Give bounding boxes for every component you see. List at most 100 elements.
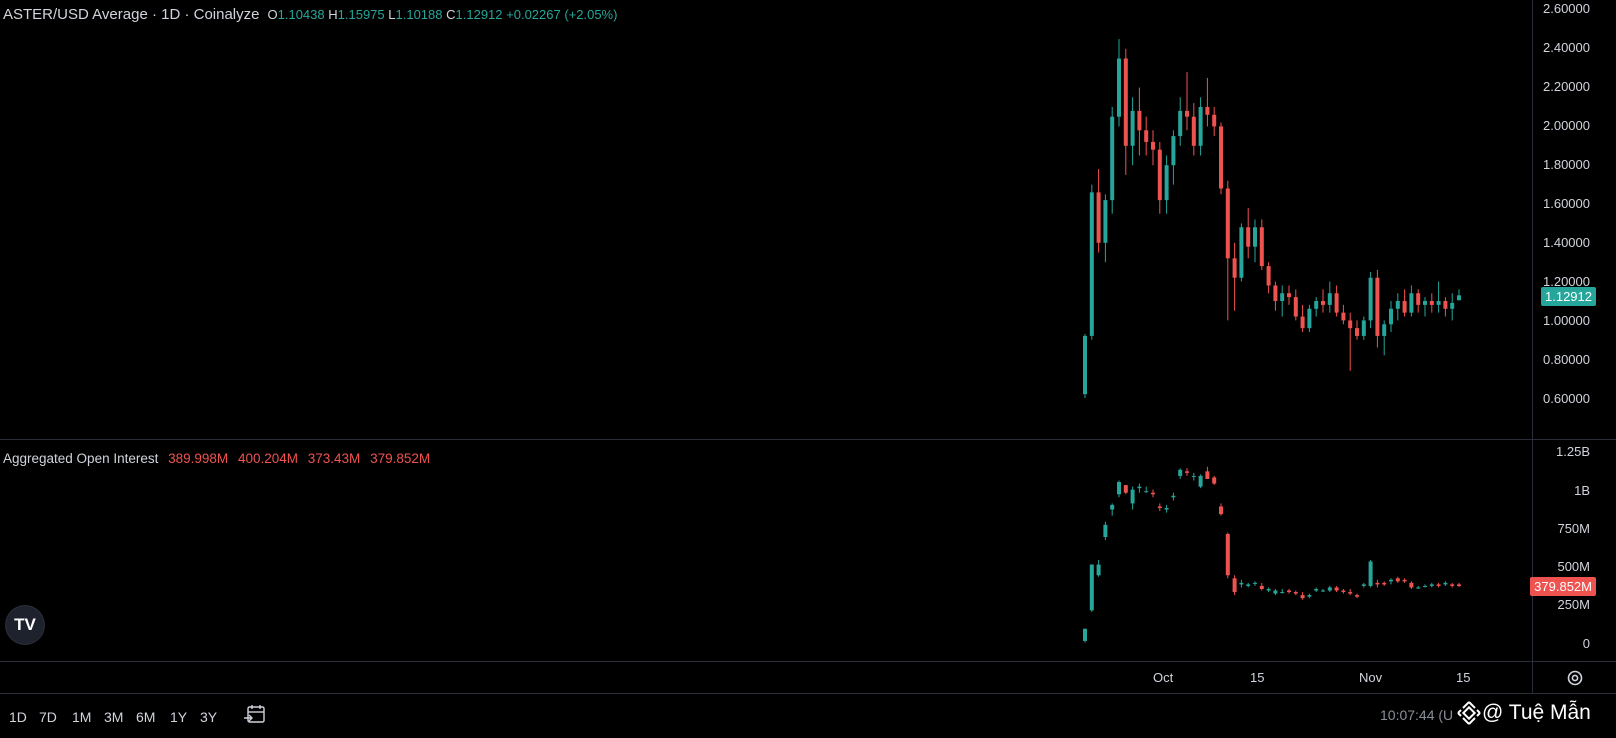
oi-axis-label: 750M [1557,521,1590,536]
price-candle-body [1144,130,1149,142]
oi-candle-body [1382,582,1387,585]
price-candle-body [1266,266,1271,286]
close-label: C [446,7,456,22]
price-candle-body [1123,58,1128,146]
price-axis-label: 1.60000 [1543,196,1590,211]
price-candle-body [1348,320,1353,329]
oi-candle-body [1130,489,1135,504]
oi-candle-body [1171,495,1176,498]
price-candle-body [1157,149,1162,201]
price-candle-body [1185,110,1189,117]
oi-candle-body [1321,590,1325,592]
low-label: L [388,7,396,22]
oi-candle-body [1219,506,1223,515]
tradingview-logo-icon[interactable]: TV [6,606,44,644]
timeframe-3y-button[interactable]: 3Y [200,709,218,725]
oi-candle-body [1423,585,1427,587]
price-candle-body [1178,110,1183,137]
oi-candle-body [1443,582,1448,585]
oi-candle-body [1185,471,1189,473]
price-candle-body [1273,285,1278,301]
oi-candle-body [1280,592,1285,594]
oi-candle-body [1395,578,1400,582]
price-candle-body [1246,227,1251,247]
price-candle-body [1198,107,1203,146]
timeframe-1y-button[interactable]: 1Y [170,709,188,725]
timeframe-6m-button[interactable]: 6M [136,709,156,725]
oi-candle-body [1273,590,1278,594]
oi-candle-body [1157,506,1162,509]
oi-title[interactable]: Aggregated Open Interest [3,451,159,466]
price-candle-body [1334,293,1339,313]
price-candle-body [1287,293,1291,298]
timeframe-3m-button[interactable]: 3M [104,709,124,725]
price-candle-body [1429,301,1434,305]
price-candle-body [1361,320,1366,336]
watermark: @ Tuệ Mẫn [1456,700,1591,726]
price-candle-body [1191,116,1196,146]
oi-close-value: 379.852M [370,451,431,466]
price-candle-body [1225,188,1230,259]
oi-axis-label: 1B [1574,483,1590,498]
oi-candle-body [1389,579,1393,582]
price-candle-body [1314,301,1319,309]
price-candle-body [1409,293,1414,313]
price-candle-body [1253,227,1257,247]
oi-axis-label: 1.25B [1556,444,1590,459]
price-axis-label: 1.80000 [1543,157,1590,172]
timeframe-1m-button[interactable]: 1M [72,709,92,725]
last-price-tag: 1.12912 [1541,287,1596,306]
high-value: 1.15975 [337,7,385,22]
price-candle-body [1389,308,1393,325]
price-candles-group [1083,39,1461,398]
price-candle-body [1368,277,1373,321]
oi-candle-body [1429,584,1434,586]
oi-candle-body [1293,592,1298,594]
oi-legend: Aggregated Open Interest 389.998M 400.20… [3,451,430,466]
oi-candle-body [1314,588,1319,591]
price-candle-body [1436,301,1441,305]
time-axis-label: Oct [1153,670,1174,685]
close-value: 1.12912 [455,7,503,22]
price-candle-body [1307,308,1312,329]
oi-candle-body [1416,587,1421,589]
oi-candle-body [1259,585,1264,589]
oi-candle-body [1137,486,1142,489]
price-candle-body [1232,258,1237,278]
time-axis-label: 15 [1456,670,1471,685]
price-axis-label: 2.60000 [1543,1,1590,16]
open-label: O [267,7,278,22]
oi-candle-body [1341,590,1346,593]
oi-candle-body [1144,491,1149,493]
oi-candle-body [1300,595,1305,599]
price-candle-body [1382,324,1387,336]
oi-low-value: 373.43M [307,451,361,466]
oi-candle-body [1205,471,1210,479]
price-candle-body [1137,110,1142,131]
oi-candle-body [1402,579,1407,582]
symbol-title[interactable]: ASTER/USD Average · 1D · Coinalyze [3,6,260,23]
date-range-calendar-icon[interactable] [243,704,267,726]
price-candle-body [1416,293,1421,305]
oi-candles-group [1083,466,1461,643]
price-candle-body [1355,328,1359,336]
price-axis-label: 2.40000 [1543,40,1590,55]
low-value: 1.10188 [395,7,443,22]
settings-gear-icon[interactable] [1565,668,1585,688]
oi-axis-label: 500M [1557,559,1590,574]
oi-values: 389.998M 400.204M 373.43M 379.852M [162,451,430,466]
timeframe-1d-button[interactable]: 1D [9,709,27,725]
oi-candle-body [1436,584,1441,586]
price-candle-body [1239,227,1244,278]
timeframe-7d-button[interactable]: 7D [39,709,57,725]
price-candle-body [1103,200,1108,243]
change-value: +0.02267 (+2.05%) [506,7,618,22]
price-candle-body [1089,192,1094,336]
oi-candle-body [1151,492,1155,495]
oi-axis-label: 0 [1582,636,1590,651]
oi-candle-body [1266,588,1271,591]
price-candle-body [1130,110,1135,146]
clock-display[interactable]: 10:07:44 (U [1380,707,1454,723]
oi-candle-body [1123,485,1128,493]
